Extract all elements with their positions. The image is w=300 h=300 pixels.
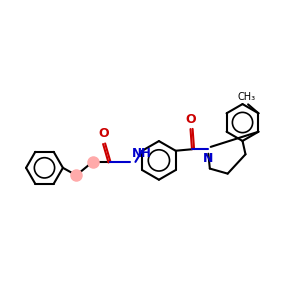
Text: NH: NH: [132, 146, 152, 160]
Text: O: O: [98, 128, 109, 140]
Text: O: O: [185, 113, 196, 126]
Text: N: N: [203, 152, 214, 165]
Text: CH₃: CH₃: [238, 92, 256, 102]
